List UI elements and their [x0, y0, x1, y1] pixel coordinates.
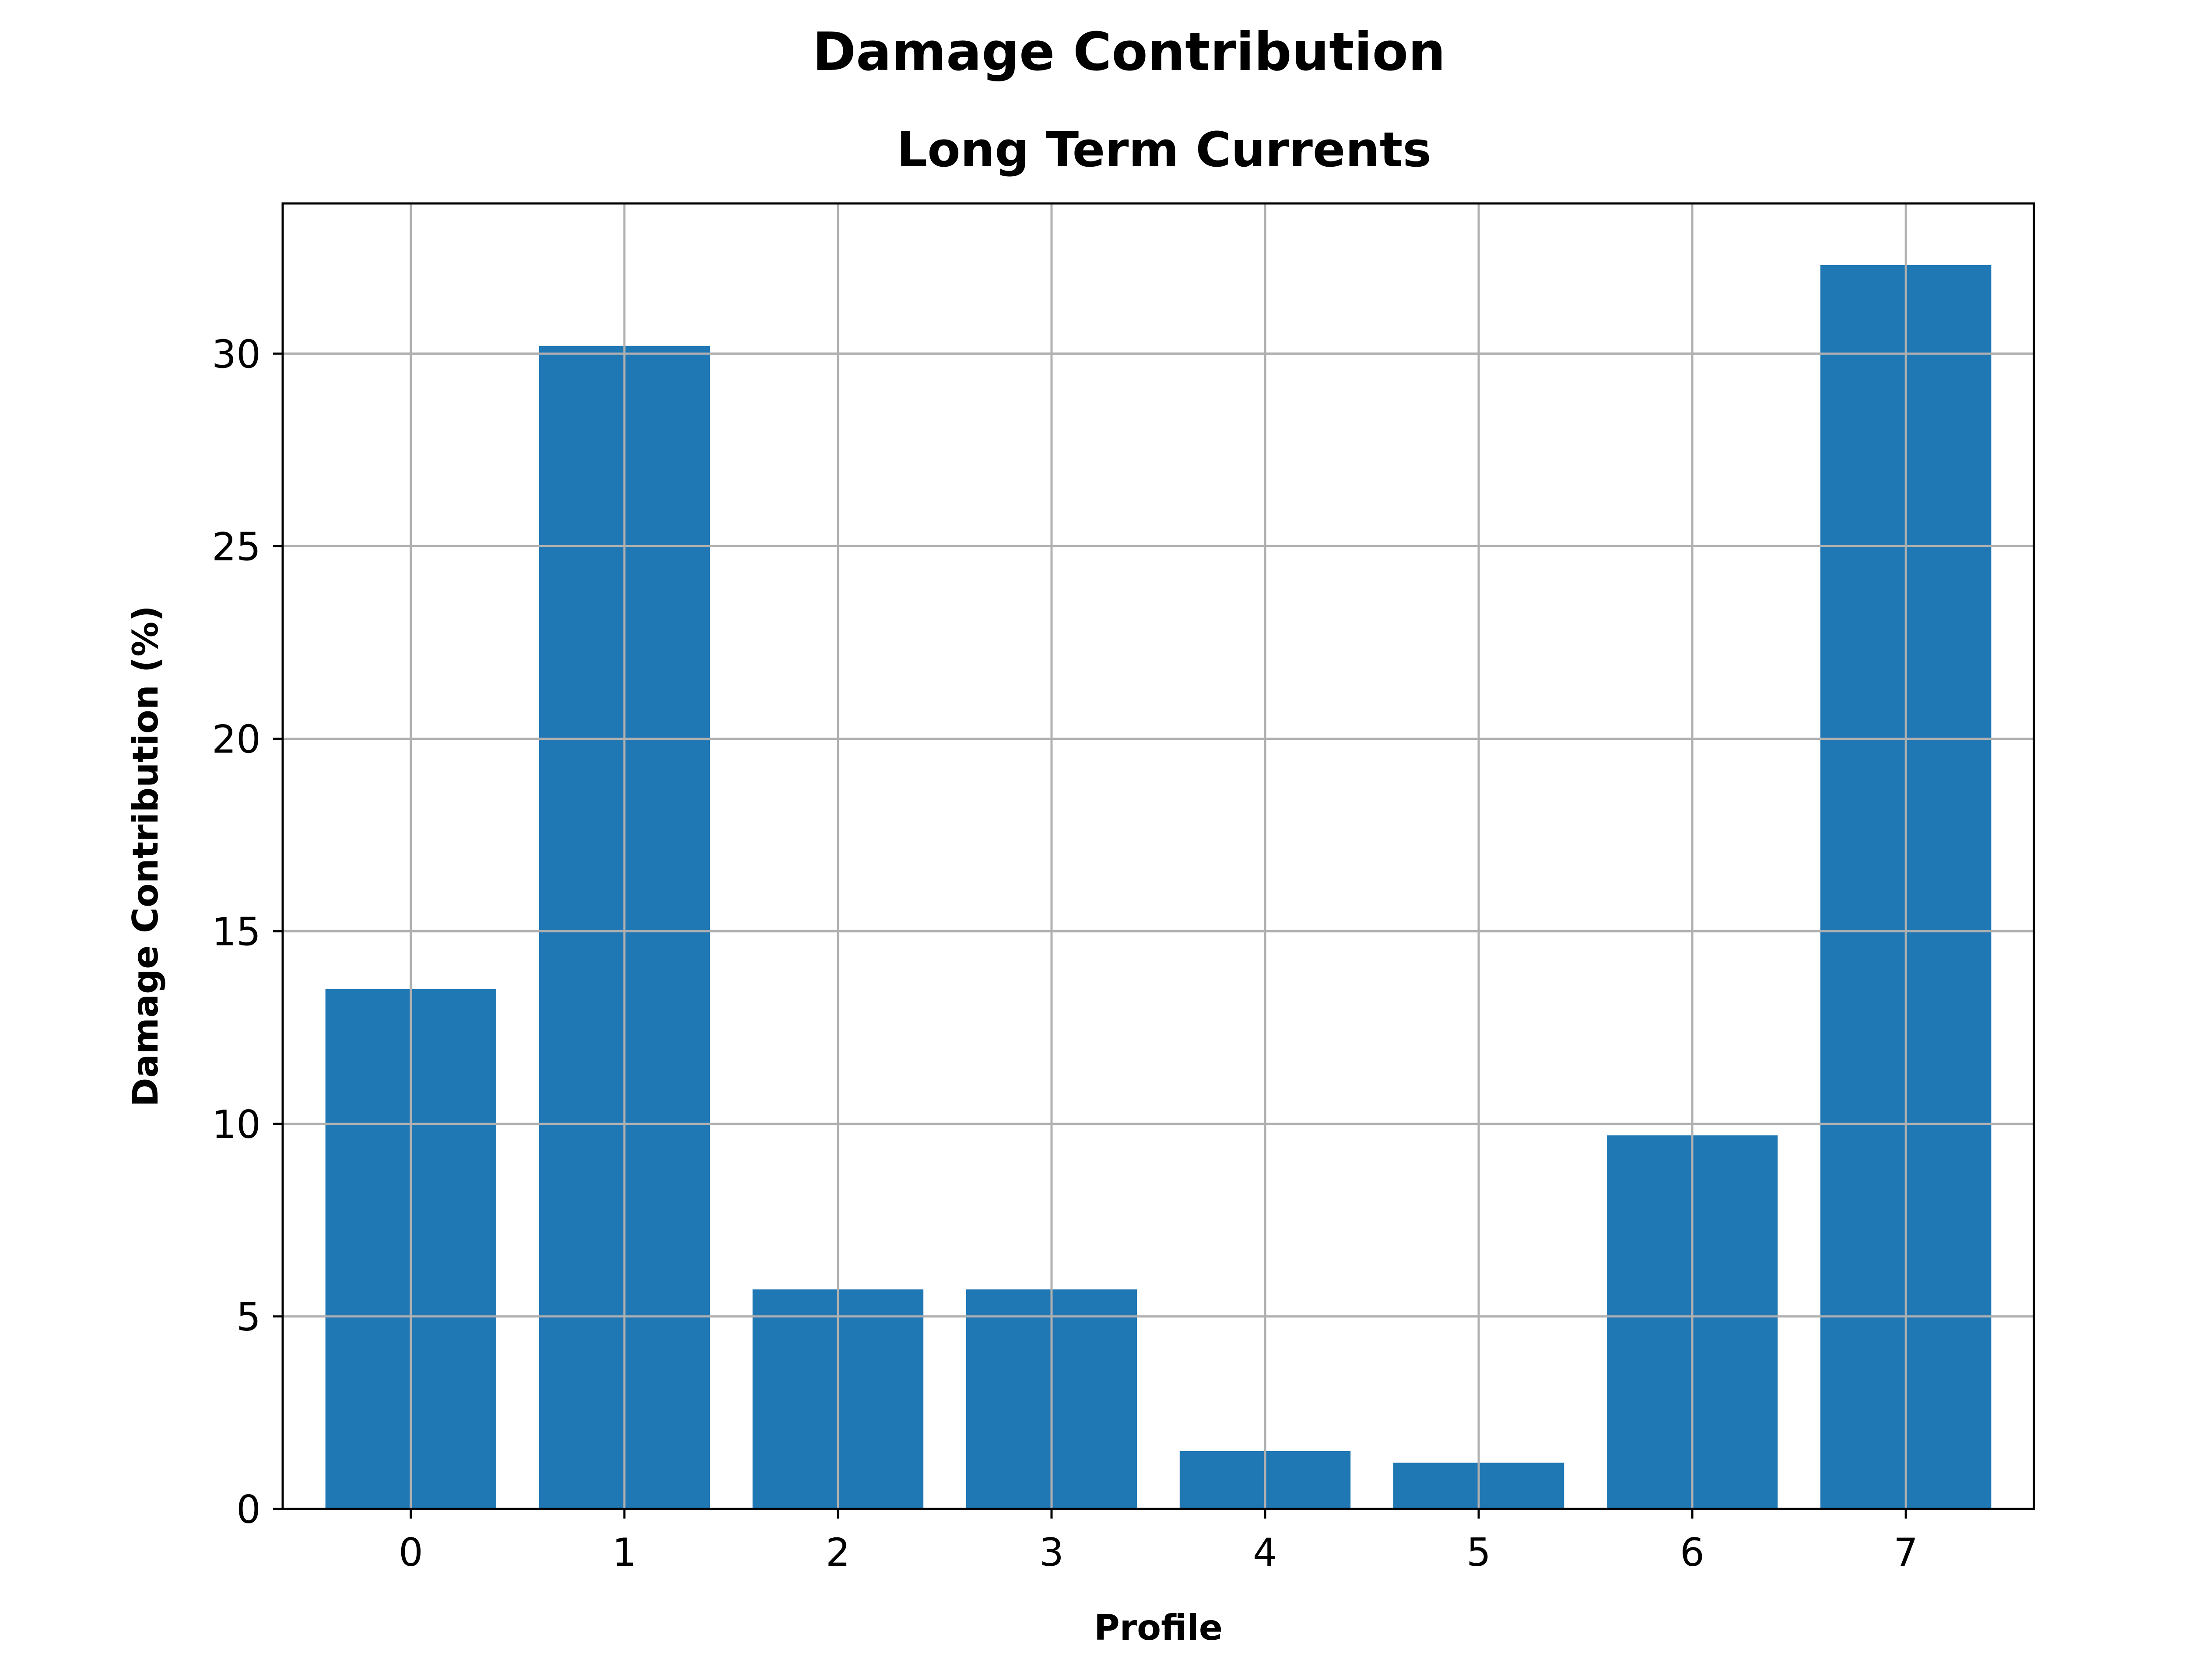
x-tick-label: 2	[826, 1530, 850, 1575]
y-tick-label: 25	[212, 524, 261, 569]
y-tick-label: 20	[212, 717, 261, 762]
y-axis-ticks: 0 5 10 15 20 25 30	[212, 332, 283, 1532]
x-tick-label: 7	[1893, 1530, 1918, 1575]
y-tick-label: 0	[236, 1487, 261, 1532]
plot-frame	[281, 202, 2035, 1510]
chart-subtitle: Long Term Currents	[897, 122, 1431, 178]
x-tick-label: 4	[1253, 1530, 1277, 1575]
x-tick-label: 1	[612, 1530, 637, 1575]
y-tick-label: 15	[212, 910, 261, 955]
x-tick-label: 0	[399, 1530, 423, 1575]
y-tick-label: 10	[212, 1102, 261, 1147]
x-tick-label: 5	[1466, 1530, 1491, 1575]
x-tick-label: 3	[1039, 1530, 1064, 1575]
x-tick-label: 6	[1680, 1530, 1704, 1575]
y-tick-label: 5	[236, 1295, 261, 1340]
x-axis-label: Profile	[1094, 1607, 1223, 1648]
x-axis-ticks: 0 1 2 3 4 5 6 7	[399, 1509, 1918, 1575]
chart-title: Damage Contribution	[813, 22, 1446, 83]
y-tick-label: 30	[212, 332, 261, 377]
y-axis-label: Damage Contribution (%)	[125, 606, 166, 1107]
